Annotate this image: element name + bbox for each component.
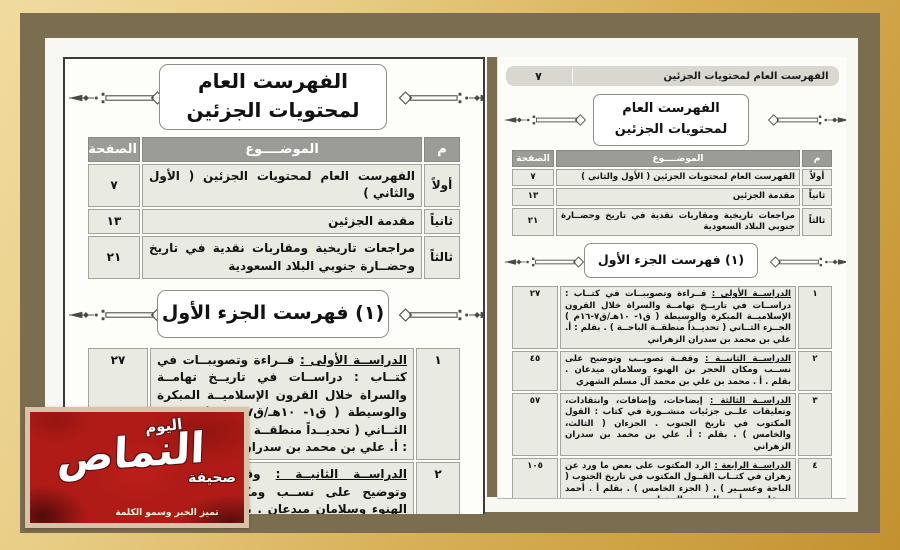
table-row: ١ الدراســة الأولى : قــراءة وتصويبــات …	[512, 286, 832, 350]
divider-arrow-icon	[768, 114, 846, 126]
toc-page-cell: ١٣	[512, 188, 554, 206]
study-num-cell: ٤	[798, 457, 832, 498]
toc-num-cell: ثانياً	[802, 188, 832, 206]
logo-tagline: تميز الخبر وسمو الكلمة	[115, 508, 219, 518]
study-subject-cell: الدراســة الثانيــة : وقفــة تصويــب وتو…	[560, 351, 796, 392]
study-page-cell: ١٠٥	[512, 457, 558, 498]
toc-num-cell: أولاً	[802, 169, 832, 187]
table-row: ٢ الدراســة الثانيــة : وقفــة تصويــب و…	[512, 351, 832, 392]
toc-page-cell: ٧	[512, 169, 554, 187]
running-header-page-number: ٧	[535, 69, 542, 83]
page-gap-strip	[487, 57, 497, 497]
toc-subject-cell: مراجعات تاريخية ومقاربات نقدية في تاريخ …	[556, 207, 800, 237]
running-header-title: الفهرست العام لمحتويات الجزئين	[663, 70, 829, 82]
toc-num-cell: ثالثاً	[802, 207, 832, 237]
study-lead: الدراســة الثانيــة :	[275, 467, 407, 482]
table-row: ٣ الدراســة الثالثة : إيضاحات، وإضافات، …	[512, 393, 832, 456]
table-row: ٤ الدراســة الرابعة : الرد المكتوب على ب…	[512, 457, 832, 498]
toc-subject-cell: مراجعات تاريخية ومقاربات نقدية في تاريخ …	[142, 236, 422, 279]
toc-page-cell: ٧	[88, 164, 140, 207]
table-header-row: م الموضــــوع الصفحة	[88, 137, 460, 162]
divider-arrow-icon	[504, 114, 586, 126]
col-header-num: م	[802, 150, 832, 167]
toc-subject-cell: مقدمة الجزئين	[556, 188, 800, 206]
table-row: ثالثاً مراجعات تاريخية ومقاربات نقدية في…	[512, 207, 832, 237]
index-title-row: الفهرست العام لمحتويات الجزئين	[498, 94, 846, 146]
logo-name-calligraphy: النماص	[56, 422, 206, 483]
index-title-line2: لمحتويات الجزئين	[614, 122, 728, 137]
table-row: ثانياً مقدمة الجزئين ١٣	[512, 188, 832, 206]
study-text: وقفــة تصويــب وتوضيح على نســب ومكان ال…	[565, 354, 791, 387]
part1-section-box: (١) فهرست الجزء الأول	[584, 243, 758, 279]
study-subject-cell: الدراســة الأولى : قــراءة وتصويبــات في…	[560, 286, 796, 350]
index-title-row: الفهرست العام لمحتويات الجزئين	[65, 59, 483, 133]
toc-page-cell: ١٣	[88, 208, 140, 235]
col-header-page: الصفحة	[512, 150, 554, 167]
study-num-cell: ١	[416, 347, 460, 461]
study-lead: الدراســة الرابعة :	[714, 460, 791, 471]
logo-publication-word: صحيفة	[188, 470, 236, 486]
part1-section-box: (١) فهرست الجزء الأول	[157, 289, 389, 338]
toc-num-cell: ثانياً	[424, 208, 460, 235]
divider-arrow-icon	[399, 308, 483, 322]
table-row: أولاً الفهرست العام لمحتويات الجزئين ( ا…	[512, 169, 832, 187]
toc-subject-cell: الفهرست العام لمحتويات الجزئين ( الأول و…	[142, 164, 422, 207]
toc-subject-cell: الفهرست العام لمحتويات الجزئين ( الأول و…	[556, 169, 800, 187]
study-lead: الدراســة الأولى :	[300, 352, 407, 367]
table-row: ثالثاً مراجعات تاريخية ومقاربات نقدية في…	[88, 236, 460, 279]
study-page-cell: ٥٧	[512, 393, 558, 456]
study-num-cell: ١	[798, 286, 832, 350]
study-lead: الدراســة الأولى :	[711, 289, 791, 300]
study-lead: الدراســة الثالثة :	[709, 396, 791, 407]
table-header-row: م الموضــــوع الصفحة	[512, 150, 832, 167]
divider-arrow-icon	[68, 308, 164, 322]
running-header: الفهرست العام لمحتويات الجزئين ٧	[505, 66, 839, 86]
study-num-cell: ٣	[798, 393, 832, 456]
part1-section-row: (١) فهرست الجزء الأول	[65, 288, 483, 344]
running-header-divider	[571, 69, 573, 83]
right-contents-table: م الموضــــوع الصفحة أولاً الفهرست العام…	[510, 148, 834, 238]
newspaper-logo: اليوم النماص صحيفة تميز الخبر وسمو الكلم…	[25, 407, 249, 528]
study-text: قــراءة وتصويبــات في كتــاب : دراســات …	[565, 289, 791, 345]
study-num-cell: ٢	[798, 351, 832, 392]
toc-subject-cell: مقدمة الجزئين	[142, 208, 422, 235]
index-title-box: الفهرست العام لمحتويات الجزئين	[593, 94, 749, 146]
part1-section-row: (١) فهرست الجزء الأول	[498, 242, 846, 282]
study-lead: الدراســة الثانيــة :	[705, 354, 791, 365]
study-subject-cell: الدراســة الرابعة : الرد المكتوب على بعض…	[560, 457, 796, 498]
study-num-cell: ٢	[416, 462, 460, 514]
left-contents-table: م الموضــــوع الصفحة أولاً الفهرست العام…	[86, 135, 462, 281]
index-title-line2: لمحتويات الجزئين	[186, 98, 360, 122]
study-text: الرد المكتوب على بعض ما ورد عن زهران في …	[565, 460, 791, 498]
study-page-cell: ٤٥	[512, 351, 558, 392]
toc-num-cell: أولاً	[424, 164, 460, 207]
col-header-subject: الموضــــوع	[556, 150, 800, 167]
study-subject-cell: الدراســة الثالثة : إيضاحات، وإضافات، وا…	[560, 393, 796, 456]
right-studies-table: ١ الدراســة الأولى : قــراءة وتصويبــات …	[510, 284, 834, 498]
divider-arrow-icon	[68, 91, 164, 105]
divider-arrow-icon	[399, 91, 483, 105]
divider-arrow-icon	[504, 256, 584, 268]
col-header-subject: الموضــــوع	[142, 137, 422, 162]
table-row: ثانياً مقدمة الجزئين ١٣	[88, 208, 460, 235]
study-page-cell: ٢٧	[512, 286, 558, 350]
table-row: أولاً الفهرست العام لمحتويات الجزئين ( ا…	[88, 164, 460, 207]
toc-page-cell: ٢١	[512, 207, 554, 237]
toc-num-cell: ثالثاً	[424, 236, 460, 279]
study-text: إيضاحات، وإضافات، وانتقادات، وتعليقات عل…	[565, 396, 791, 452]
divider-arrow-icon	[770, 256, 846, 268]
index-title-line1: الفهرست العام	[622, 101, 720, 116]
index-title-line1: الفهرست العام	[197, 69, 349, 93]
col-header-page: الصفحة	[88, 137, 140, 162]
right-page-full: الفهرست العام لمحتويات الجزئين ٧ الفهرست…	[497, 57, 846, 499]
col-header-num: م	[424, 137, 460, 162]
toc-page-cell: ٢١	[88, 236, 140, 279]
index-title-box: الفهرست العام لمحتويات الجزئين	[159, 64, 387, 130]
